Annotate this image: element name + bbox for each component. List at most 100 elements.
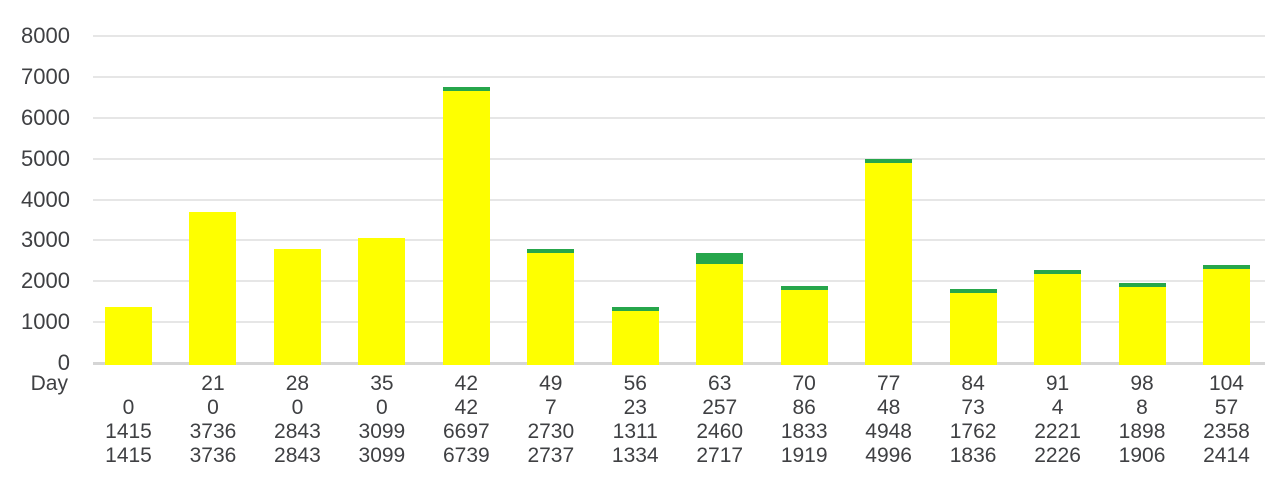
total-value-label: 1906 xyxy=(1118,444,1166,467)
x-label-column: 56 23 1311 1334 xyxy=(593,372,677,468)
bar-segment-yellow[interactable] xyxy=(949,293,997,365)
x-label-column: 63 257 2460 2717 xyxy=(678,372,762,468)
bar-98[interactable] xyxy=(1118,283,1166,365)
bar-segment-green[interactable] xyxy=(1034,270,1082,274)
total-value-label: 1836 xyxy=(949,444,997,467)
yellow-value-label: 4948 xyxy=(865,420,912,443)
total-value-label: 2414 xyxy=(1203,444,1250,467)
y-tick-label: 3000 xyxy=(21,227,70,253)
day-tick-label: 49 xyxy=(539,372,563,395)
green-value-label: 8 xyxy=(1136,396,1148,419)
x-label-column: 98 8 1898 1906 xyxy=(1100,372,1184,468)
bar-first[interactable] xyxy=(105,307,152,365)
green-value-label: 257 xyxy=(702,396,738,419)
bar-91[interactable] xyxy=(1034,270,1082,365)
day-tick-label: 84 xyxy=(961,372,985,395)
total-value-label: 3099 xyxy=(358,444,406,467)
gridline xyxy=(93,280,1265,283)
bar-segment-green[interactable] xyxy=(696,253,744,264)
yellow-value-label: 2460 xyxy=(696,420,744,443)
bar-segment-green[interactable] xyxy=(611,307,659,311)
bar-segment-yellow[interactable] xyxy=(527,253,575,365)
x-label-column: 42 42 6697 6739 xyxy=(424,372,508,468)
yellow-value-label: 2730 xyxy=(527,420,575,443)
y-tick-label: 7000 xyxy=(21,63,70,89)
yellow-value-label: 3736 xyxy=(189,420,237,443)
y-tick-label: 8000 xyxy=(21,23,70,48)
total-value-label: 3736 xyxy=(189,444,237,467)
day-tick-label: 70 xyxy=(792,372,816,395)
green-value-label: 0 xyxy=(207,396,219,419)
bar-segment-yellow[interactable] xyxy=(358,238,406,365)
gridline xyxy=(93,239,1265,242)
bar-21[interactable] xyxy=(189,212,237,365)
day-tick-label: 42 xyxy=(454,372,478,395)
total-value-label: 2843 xyxy=(274,444,321,467)
bar-segment-green[interactable] xyxy=(1118,283,1166,287)
total-value-label: 1919 xyxy=(780,444,828,467)
green-value-label: 73 xyxy=(961,396,985,419)
bar-segment-green[interactable] xyxy=(527,249,575,253)
y-tick-label: 2000 xyxy=(21,268,70,294)
bar-70[interactable] xyxy=(780,286,828,365)
bar-segment-yellow[interactable] xyxy=(780,290,828,365)
bar-77[interactable] xyxy=(865,159,913,365)
x-label-column: 0 1415 1415 xyxy=(87,372,171,468)
day-tick-label: 56 xyxy=(623,372,647,395)
gridline xyxy=(93,198,1265,201)
total-value-label: 4996 xyxy=(865,444,912,467)
gridline xyxy=(93,157,1265,160)
y-tick-label: 5000 xyxy=(21,145,70,171)
yellow-value-label: 1311 xyxy=(612,420,658,443)
bar-segment-green[interactable] xyxy=(780,286,828,290)
x-label-column: 91 4 2221 2226 xyxy=(1016,372,1100,468)
day-tick-label: 21 xyxy=(201,372,225,395)
day-tick-label: 91 xyxy=(1045,372,1070,395)
bar-segment-yellow[interactable] xyxy=(1034,274,1082,365)
bar-segment-yellow[interactable] xyxy=(696,264,744,365)
x-label-column: 28 0 2843 2843 xyxy=(255,372,339,468)
day-tick-label: 63 xyxy=(708,372,732,395)
total-value-label: 2737 xyxy=(527,444,575,467)
bar-35[interactable] xyxy=(358,238,406,365)
bar-segment-yellow[interactable] xyxy=(865,163,913,365)
bar-segment-green[interactable] xyxy=(949,289,997,293)
x-label-column: 49 7 2730 2737 xyxy=(509,372,593,468)
x-axis-line xyxy=(93,362,1265,365)
day-tick-label xyxy=(87,372,171,396)
gridline xyxy=(93,35,1265,37)
yellow-value-label: 2221 xyxy=(1034,420,1081,443)
bar-segment-yellow[interactable] xyxy=(1202,269,1250,365)
bar-segment-yellow[interactable] xyxy=(189,212,237,365)
bar-segment-yellow[interactable] xyxy=(105,307,152,365)
bar-104[interactable] xyxy=(1202,265,1250,365)
yellow-value-label: 1898 xyxy=(1118,420,1166,443)
bar-segment-yellow[interactable] xyxy=(273,249,321,365)
green-value-label: 0 xyxy=(122,396,135,419)
x-label-column: 70 86 1833 1919 xyxy=(762,372,846,468)
bar-segment-yellow[interactable] xyxy=(442,91,490,365)
bar-42[interactable] xyxy=(442,87,490,365)
green-value-label: 4 xyxy=(1051,396,1064,419)
yellow-value-label: 2843 xyxy=(274,420,321,443)
gridline xyxy=(93,116,1265,119)
bar-56[interactable] xyxy=(611,307,659,365)
bar-segment-yellow[interactable] xyxy=(1118,287,1166,365)
green-value-label: 7 xyxy=(544,396,557,419)
bar-segment-green[interactable] xyxy=(442,87,490,91)
green-value-label: 0 xyxy=(376,396,388,419)
bar-49[interactable] xyxy=(527,249,575,365)
day-tick-label: 28 xyxy=(285,372,310,395)
total-value-label: 1415 xyxy=(105,444,152,467)
x-label-column: 104 57 2358 2414 xyxy=(1184,372,1268,468)
x-label-column: 35 0 3099 3099 xyxy=(340,372,424,468)
bar-segment-green[interactable] xyxy=(865,159,913,163)
x-label-column: 21 0 3736 3736 xyxy=(171,372,255,468)
bar-84[interactable] xyxy=(949,289,997,365)
bar-63[interactable] xyxy=(696,253,744,365)
bar-segment-green[interactable] xyxy=(1202,265,1250,269)
bar-28[interactable] xyxy=(273,249,321,365)
gridline xyxy=(93,75,1265,78)
x-axis-title: Day xyxy=(30,372,68,395)
bar-segment-yellow[interactable] xyxy=(611,311,659,365)
